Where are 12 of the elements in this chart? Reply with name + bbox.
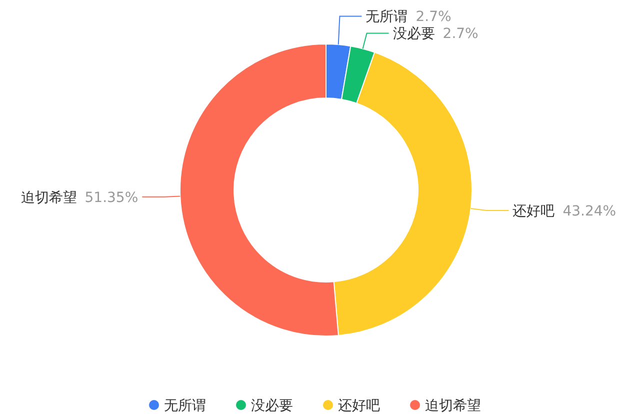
data-label: 2.7% — [416, 9, 452, 26]
legend-label: 迫切希望 — [425, 398, 481, 414]
legend-label: 还好吧 — [338, 398, 380, 414]
data-label: 43.24% — [562, 204, 616, 220]
legend-label: 无所谓 — [164, 398, 206, 414]
slice-label: 没必要 — [392, 26, 435, 42]
slice-label: 还好吧 — [512, 204, 555, 220]
data-label: 2.7% — [442, 26, 478, 42]
slice-label: 迫切希望 — [20, 190, 77, 206]
data-label: 51.35% — [84, 190, 138, 206]
slice-label: 无所谓 — [366, 9, 408, 26]
legend-label: 没必要 — [251, 398, 293, 414]
